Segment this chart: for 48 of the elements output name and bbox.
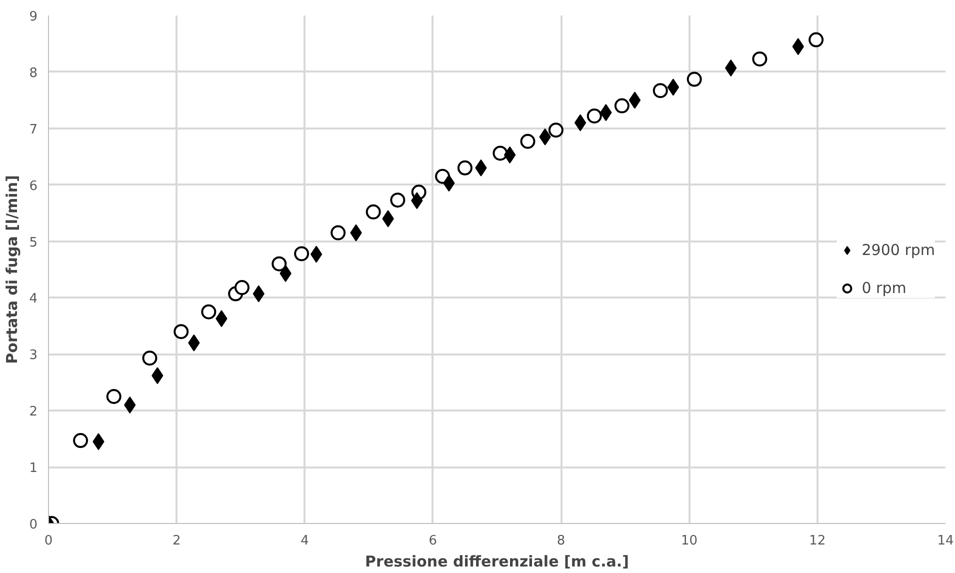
- point: [310, 246, 322, 263]
- point: [330, 225, 346, 240]
- point: [142, 350, 158, 366]
- point: [73, 433, 88, 448]
- point: [614, 98, 630, 114]
- point: [457, 160, 472, 176]
- point: [808, 32, 824, 48]
- point: [294, 246, 310, 262]
- point: [520, 134, 536, 149]
- x-tick-label: 8: [556, 534, 566, 548]
- point: [234, 280, 250, 296]
- point: [574, 114, 586, 132]
- y-tick-label: 6: [29, 178, 38, 194]
- y-tick-label: 4: [29, 292, 38, 307]
- y-tick-label: 7: [29, 122, 38, 138]
- point: [586, 108, 602, 124]
- legend-label: 0 rpm: [862, 279, 906, 297]
- point: [628, 92, 641, 109]
- point: [686, 72, 702, 87]
- y-tick-label: 5: [29, 235, 38, 250]
- point: [366, 204, 381, 220]
- point: [106, 389, 122, 404]
- x-tick-label: 0: [44, 534, 53, 548]
- point: [652, 83, 668, 98]
- x-tick-label: 4: [300, 534, 309, 548]
- point: [272, 256, 287, 272]
- point: [752, 51, 768, 66]
- x-tick-label: 10: [680, 534, 698, 548]
- point: [390, 192, 406, 208]
- y-tick-label: 8: [29, 66, 38, 81]
- y-tick-label: 1: [29, 461, 38, 476]
- legend-label: 2900 rpm: [862, 241, 935, 259]
- y-tick-label: 0: [29, 518, 38, 532]
- y-tick-label: 2: [29, 404, 38, 420]
- x-tick-label: 12: [809, 534, 826, 548]
- y-tick-label: 3: [29, 348, 38, 364]
- x-tick-label: 2: [172, 534, 181, 548]
- x-axis-title: Pressione differenziale [m c.a.]: [365, 552, 629, 570]
- point: [548, 122, 564, 138]
- point: [667, 78, 680, 96]
- point: [201, 304, 216, 320]
- point: [174, 324, 189, 340]
- y-axis-title: Portata di fuga [l/min]: [3, 175, 22, 364]
- x-tick-label: 6: [428, 534, 438, 548]
- point: [504, 146, 516, 164]
- y-tick-label: 9: [29, 10, 38, 24]
- x-tick-label: 14: [937, 534, 954, 548]
- point: [492, 146, 508, 161]
